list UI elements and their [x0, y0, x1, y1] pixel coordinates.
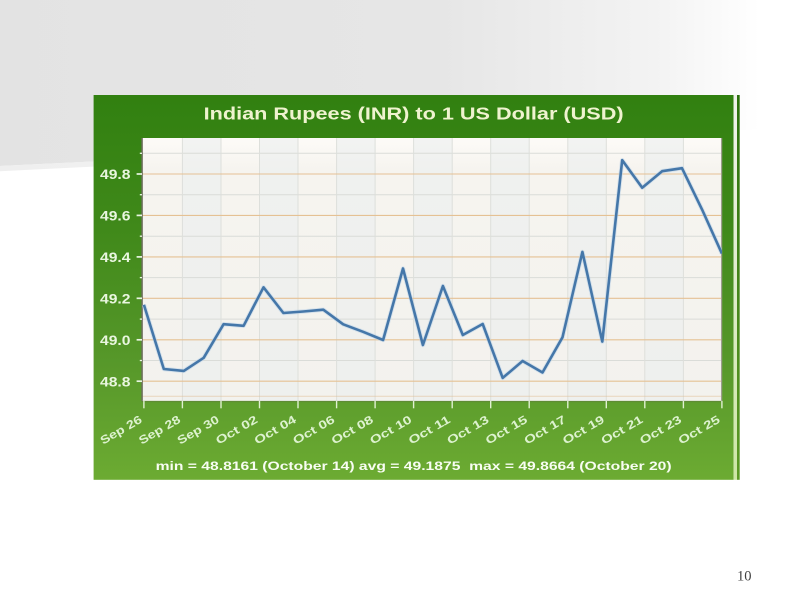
svg-text:10: 10: [737, 569, 752, 585]
svg-text:49.6: 49.6: [100, 209, 131, 225]
svg-text:49.2: 49.2: [100, 291, 131, 307]
svg-text:48.8: 48.8: [100, 374, 131, 390]
svg-text:49.0: 49.0: [100, 333, 131, 349]
svg-text:Indian Rupees (INR) to 1 US Do: Indian Rupees (INR) to 1 US Dollar (USD): [204, 103, 624, 123]
svg-text:49.4: 49.4: [100, 250, 131, 266]
svg-text:min = 48.8161 (October 14) avg: min = 48.8161 (October 14) avg = 49.1875…: [156, 460, 672, 473]
svg-text:49.8: 49.8: [100, 167, 131, 183]
